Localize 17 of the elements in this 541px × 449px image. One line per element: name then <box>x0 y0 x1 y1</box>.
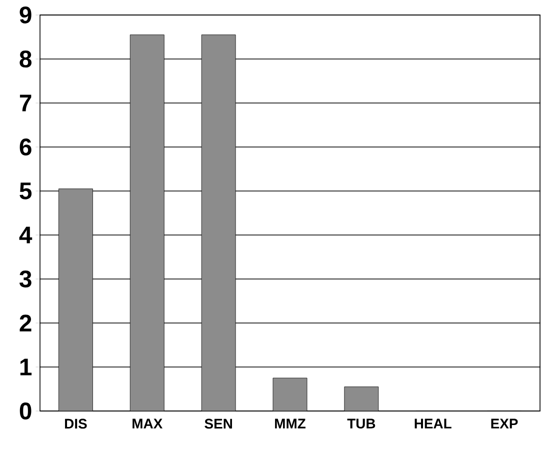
x-tick-label: TUB <box>347 418 376 429</box>
x-tick-label: EXP <box>491 418 518 428</box>
y-tick-label: 0 <box>20 402 32 420</box>
y-tick-label: 3 <box>19 270 32 288</box>
y-tick-label: 2 <box>20 314 32 332</box>
x-tick-label: HEAL <box>414 418 452 428</box>
y-tick-label: 8 <box>20 50 32 68</box>
x-tick-label: MAX <box>132 418 163 428</box>
y-tick-label: 1 <box>20 358 32 376</box>
x-tick-label: DIS <box>65 418 87 429</box>
y-tick-label: 6 <box>20 138 32 156</box>
y-tick-label: 7 <box>20 94 32 112</box>
x-tick-label: MMZ <box>275 418 306 428</box>
x-tick-label: SEN <box>204 418 232 429</box>
y-tick-label: 9 <box>20 6 32 24</box>
y-tick-label: 5 <box>20 182 32 200</box>
y-tick-label: 4 <box>19 226 32 244</box>
